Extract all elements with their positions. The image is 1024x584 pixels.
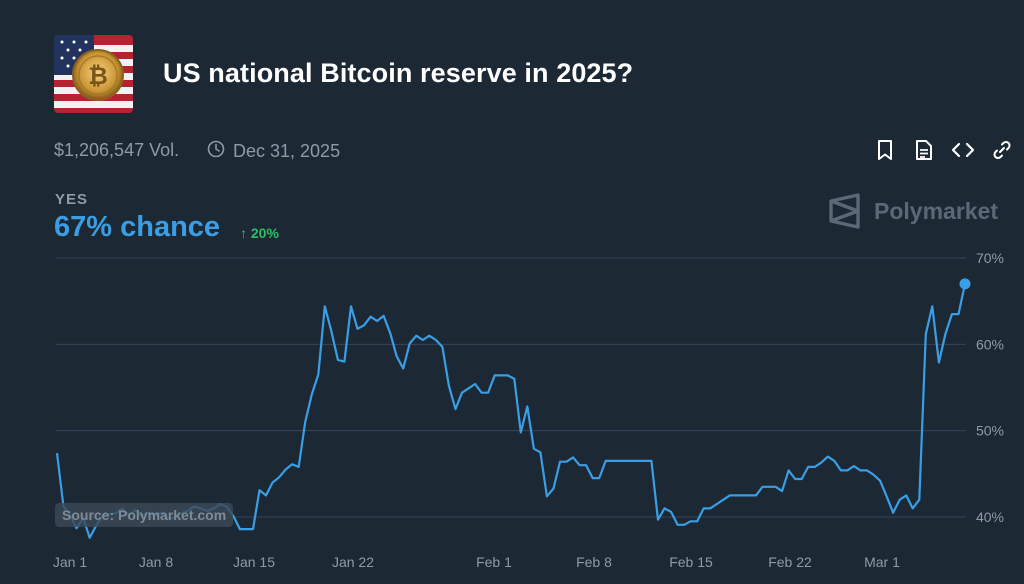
x-tick-label: Jan 15	[233, 554, 275, 570]
polymarket-logo: Polymarket	[826, 192, 998, 230]
volume-text: $1,206,547 Vol.	[54, 140, 180, 160]
chance-change-value: 20%	[250, 225, 279, 241]
link-icon[interactable]	[989, 137, 1014, 162]
arrow-up-icon: ↑	[240, 225, 247, 241]
y-tick-label: 60%	[976, 336, 1004, 352]
x-tick-label: Feb 15	[669, 554, 713, 570]
chance-value: 67% chance	[54, 211, 221, 243]
y-tick-label: 40%	[976, 509, 1004, 525]
svg-text:₿: ₿	[88, 62, 108, 90]
outcome-label: YES	[55, 191, 89, 208]
market-title: US national Bitcoin reserve in 2025?	[163, 58, 634, 88]
document-icon[interactable]	[911, 137, 936, 162]
brand-name: Polymarket	[874, 197, 999, 224]
embed-code-icon[interactable]	[950, 137, 975, 162]
bookmark-icon[interactable]	[872, 137, 897, 162]
x-tick-label: Jan 1	[53, 554, 87, 570]
clock-icon	[207, 140, 225, 163]
y-tick-label: 70%	[976, 250, 1004, 266]
series-line	[55, 283, 967, 539]
x-tick-label: Feb 8	[576, 554, 612, 570]
x-tick-label: Feb 22	[768, 554, 812, 570]
x-tick-label: Jan 8	[139, 554, 173, 570]
toolbar	[872, 137, 1014, 162]
x-tick-label: Feb 1	[476, 554, 512, 570]
chance-change: ↑ 20%	[240, 225, 279, 241]
end-date: Dec 31, 2025	[207, 140, 340, 163]
y-tick-label: 50%	[976, 423, 1004, 439]
source-label: Source: Polymarket.com	[55, 503, 234, 527]
polymarket-icon	[829, 193, 860, 229]
x-tick-label: Jan 22	[332, 554, 374, 570]
end-date-text: Dec 31, 2025	[233, 141, 341, 161]
x-tick-label: Mar 1	[864, 554, 900, 570]
last-value-dot	[959, 278, 971, 290]
market-thumbnail: ₿	[54, 35, 133, 113]
